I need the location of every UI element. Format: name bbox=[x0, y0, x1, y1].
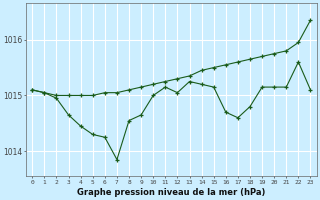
X-axis label: Graphe pression niveau de la mer (hPa): Graphe pression niveau de la mer (hPa) bbox=[77, 188, 266, 197]
